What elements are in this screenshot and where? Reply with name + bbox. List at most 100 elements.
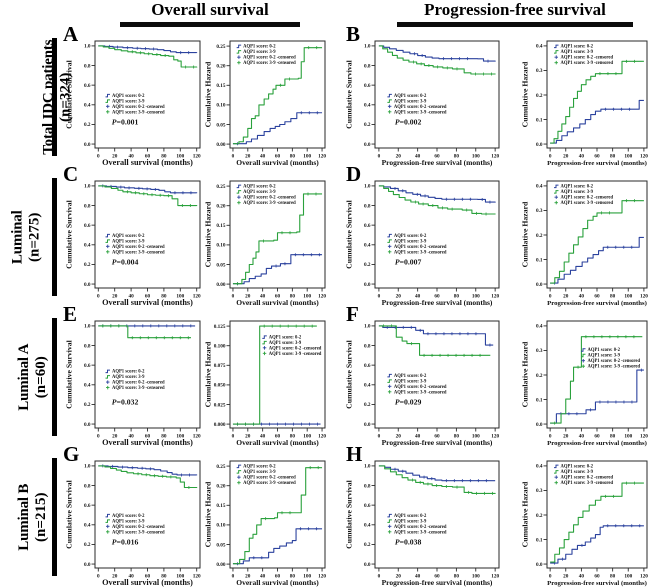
svg-text:0.100: 0.100	[214, 343, 226, 349]
svg-text:0.8: 0.8	[84, 343, 91, 349]
svg-text:0.6: 0.6	[364, 363, 371, 369]
svg-text:0.15: 0.15	[216, 223, 226, 229]
panel-letter-g: G	[63, 442, 80, 466]
svg-text:100: 100	[472, 154, 480, 160]
svg-text:AQP1 score: 0-2 -censored: AQP1 score: 0-2 -censored	[394, 105, 447, 110]
svg-text:0.6: 0.6	[84, 363, 91, 369]
svg-text:Cumulative Hazard: Cumulative Hazard	[521, 481, 530, 547]
svg-text:0: 0	[378, 294, 381, 300]
svg-text:80: 80	[161, 434, 167, 440]
row-group-title: Luminal A	[16, 344, 33, 411]
svg-text:Overall survival (months): Overall survival (months)	[102, 578, 193, 587]
svg-text:0.0: 0.0	[536, 142, 543, 148]
svg-text:120: 120	[491, 434, 499, 440]
column-header-progression-free-survival: Progression-free survival	[424, 0, 606, 19]
svg-text:60: 60	[594, 294, 600, 300]
svg-text:AQP1 score: 3-9: AQP1 score: 3-9	[394, 99, 427, 104]
svg-text:60: 60	[434, 154, 440, 160]
svg-text:Overall survival (months): Overall survival (months)	[236, 158, 319, 167]
svg-text:AQP1 score: 0-2: AQP1 score: 0-2	[561, 465, 594, 470]
svg-text:0: 0	[232, 154, 235, 160]
svg-text:Progression-free survival (mon: Progression-free survival (months)	[382, 578, 493, 587]
svg-text:0.4: 0.4	[536, 44, 543, 50]
svg-text:AQP1 score: 0-2: AQP1 score: 0-2	[112, 234, 145, 239]
svg-text:0.2: 0.2	[84, 542, 91, 548]
svg-text:AQP1 score: 0-2: AQP1 score: 0-2	[243, 185, 276, 190]
svg-text:Overall survival (months): Overall survival (months)	[236, 578, 319, 587]
svg-text:60: 60	[275, 294, 281, 300]
svg-text:0: 0	[97, 154, 100, 160]
svg-text:120: 120	[193, 434, 201, 440]
svg-text:AQP1 score: 0-2: AQP1 score: 0-2	[588, 348, 621, 353]
row-group-title: Luminal	[9, 210, 26, 265]
svg-text:60: 60	[145, 154, 151, 160]
svg-text:120: 120	[318, 154, 326, 160]
svg-text:Progression-free survival (mon: Progression-free survival (months)	[382, 438, 493, 447]
svg-text:0.2: 0.2	[364, 122, 371, 128]
panel-letter-c: C	[63, 162, 79, 186]
svg-text:80: 80	[454, 294, 460, 300]
svg-text:AQP1 score: 3-9 -censored: AQP1 score: 3-9 -censored	[394, 250, 447, 255]
svg-text:0.0: 0.0	[364, 562, 371, 568]
svg-text:80: 80	[610, 294, 616, 300]
chart-C-hazard: 0.00 0.05 0.10 0.15 0.20 0.25 0 20 40 60 80 100 120 C…	[204, 176, 328, 307]
svg-text:20: 20	[396, 294, 402, 300]
svg-text:60: 60	[594, 434, 600, 440]
svg-text:AQP1 score: 0-2 -censored: AQP1 score: 0-2 -censored	[269, 346, 322, 351]
svg-text:80: 80	[290, 574, 296, 580]
svg-text:Progression-free survival (mon: Progression-free survival (months)	[547, 580, 647, 587]
row-group-luminal-a: Luminal A (n=60)	[0, 310, 52, 445]
svg-text:0.2: 0.2	[536, 513, 543, 519]
svg-text:20: 20	[112, 294, 118, 300]
svg-text:40: 40	[579, 434, 585, 440]
svg-text:Cumulative Survival: Cumulative Survival	[65, 199, 74, 269]
svg-text:P=0.029: P=0.029	[395, 397, 422, 406]
svg-text:100: 100	[624, 574, 632, 580]
svg-text:20: 20	[563, 294, 569, 300]
svg-text:0.0: 0.0	[84, 562, 91, 568]
svg-text:AQP1 score: 0-2 -censored: AQP1 score: 0-2 -censored	[561, 476, 614, 481]
svg-text:AQP1 score: 0-2: AQP1 score: 0-2	[112, 94, 145, 99]
svg-text:0.10: 0.10	[216, 243, 226, 249]
row-group-title: Luminal B	[16, 484, 33, 551]
chart-C-survival: 0.0 0.2 0.4 0.6 0.8 1.0 0 20 40 60 80 100 120 Cumulat…	[65, 176, 205, 307]
svg-text:20: 20	[112, 434, 118, 440]
svg-text:AQP1 score: 0-2 -censored: AQP1 score: 0-2 -censored	[112, 105, 165, 110]
svg-text:AQP1 score: 3-9 -censored: AQP1 score: 3-9 -censored	[588, 365, 641, 370]
svg-text:AQP1 score: 0-2 -censored: AQP1 score: 0-2 -censored	[394, 385, 447, 390]
svg-text:60: 60	[275, 434, 281, 440]
chart-D-hazard: 0.0 0.1 0.2 0.3 0.4 0 20 40 60 80 100 120 Cumulative…	[521, 176, 649, 307]
svg-text:20: 20	[563, 434, 569, 440]
svg-text:0: 0	[378, 154, 381, 160]
svg-text:0.4: 0.4	[364, 383, 371, 389]
svg-text:Cumulative Hazard: Cumulative Hazard	[521, 61, 530, 127]
svg-text:0.2: 0.2	[84, 402, 91, 408]
svg-text:0.025: 0.025	[214, 402, 226, 408]
svg-text:0.00: 0.00	[216, 282, 226, 288]
svg-text:Cumulative Survival: Cumulative Survival	[345, 199, 354, 269]
svg-text:AQP1 score: 0-2: AQP1 score: 0-2	[561, 45, 594, 50]
svg-text:0.125: 0.125	[214, 324, 226, 330]
svg-text:AQP1 score: 0-2 -censored: AQP1 score: 0-2 -censored	[588, 359, 641, 364]
svg-text:0.0: 0.0	[84, 142, 91, 148]
svg-text:1.0: 1.0	[84, 184, 91, 190]
svg-text:100: 100	[472, 574, 480, 580]
panel-letter-f: F	[346, 302, 359, 326]
svg-text:20: 20	[112, 154, 118, 160]
svg-text:P=0.032: P=0.032	[112, 397, 139, 406]
svg-text:AQP1 score: 3-9: AQP1 score: 3-9	[243, 50, 276, 55]
svg-text:100: 100	[472, 294, 480, 300]
svg-text:Cumulative Hazard: Cumulative Hazard	[204, 481, 213, 547]
chart-H-hazard: 0.0 0.1 0.2 0.3 0.4 0 20 40 60 80 100 120 Cumulative…	[521, 456, 649, 587]
svg-text:AQP1 score: 0-2: AQP1 score: 0-2	[394, 374, 427, 379]
svg-text:AQP1 score: 0-2 -censored: AQP1 score: 0-2 -censored	[561, 196, 614, 201]
svg-text:0: 0	[549, 294, 552, 300]
row-group-bar	[52, 178, 57, 296]
svg-text:P=0.016: P=0.016	[112, 537, 139, 546]
svg-text:AQP1 score: 0-2: AQP1 score: 0-2	[561, 185, 594, 190]
svg-text:0: 0	[232, 574, 235, 580]
svg-text:0: 0	[232, 434, 235, 440]
column-header-overall-survival: Overall survival	[151, 0, 269, 19]
svg-text:20: 20	[396, 154, 402, 160]
svg-text:AQP1 score: 3-9: AQP1 score: 3-9	[394, 379, 427, 384]
